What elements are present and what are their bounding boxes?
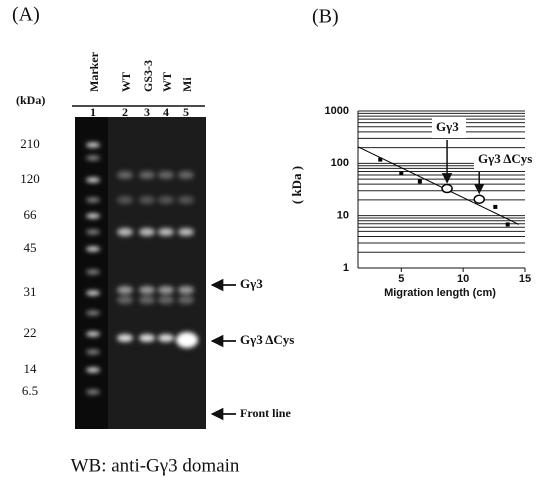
marker-band [86,213,100,219]
mw-label: 22 [24,325,37,340]
y-tick-label: 1 [343,262,349,274]
marker-band [86,310,100,316]
marker-band [86,367,100,373]
mw-label: 45 [24,240,37,255]
lane-header: Marker [87,51,101,92]
mw-label: 210 [20,136,40,151]
sample-band [139,334,155,342]
sample-band [117,296,133,304]
y-tick-label: 10 [337,210,349,222]
marker-band [86,290,100,296]
lane-number: 2 [122,105,128,119]
marker-band [86,142,100,148]
marker-band [86,177,100,183]
sample-band [117,228,133,236]
overload-band [176,332,198,348]
mw-label: 120 [20,171,40,186]
arrow-label: Gγ3 ΔCys [240,332,294,347]
lane-header: WT [119,72,133,92]
marker-band [86,269,100,275]
marker-band [86,331,100,337]
sample-band [158,334,174,342]
sample-band [178,296,194,304]
sample-band [158,286,174,294]
caption: WB: anti-Gγ3 domain [71,455,240,476]
x-tick-label: 15 [519,273,531,285]
sample-band [178,196,194,204]
lane-number: 1 [90,105,96,119]
marker-band [86,389,100,395]
marker-point [493,204,498,209]
marker-band [86,246,100,252]
sample-band [139,171,155,179]
lane-number: 4 [163,105,169,119]
mw-label: 14 [24,361,38,376]
marker-point [417,179,422,184]
protein-point [441,183,453,194]
sample-band [178,286,194,294]
y-tick-label: 100 [331,157,349,169]
sample-band [117,196,133,204]
sample-band [178,228,194,236]
sample-band [139,228,155,236]
lane-header: GS3-3 [141,60,155,92]
marker-point [505,222,510,227]
x-tick-label: 5 [398,273,404,285]
fit-line [357,146,520,225]
sample-band [158,228,174,236]
marker-band [86,349,100,355]
x-axis-label: Migration length (cm) [384,287,496,299]
lane-number: 5 [183,105,189,119]
protein-point [473,194,485,204]
sample-band [117,334,133,342]
unit-label: (kDa) [16,93,45,107]
marker-band [86,197,100,203]
sample-band [117,171,133,179]
annotation-bg [474,150,540,170]
sample-band [139,296,155,304]
mw-label: 66 [24,207,38,222]
panel-label: (B) [312,6,339,28]
arrow-label: Gγ3 [240,276,263,291]
lane-header: WT [160,72,174,92]
lane-number: 3 [144,105,150,119]
sample-band [158,196,174,204]
mw-label: 6.5 [22,383,38,398]
y-axis-label: ( kDa ) [289,166,304,204]
sample-band [139,196,155,204]
y-tick-label: 1000 [325,105,349,117]
gel-lanes [108,117,206,429]
plot: 1 10 100 1000 5 10 15 Gγ3 Gγ3 ΔCys [325,105,540,285]
arrow-label: Front line [240,406,291,420]
panel-label: (A) [12,4,40,26]
sample-band [139,286,155,294]
marker-point [399,171,404,176]
marker-point [378,157,383,162]
marker-band [86,155,100,161]
sample-band [117,286,133,294]
x-tick-label: 10 [457,273,469,285]
sample-band [178,171,194,179]
annotation-bg [432,118,466,138]
gel-bands [86,142,198,395]
annotation: Gγ3 ΔCys [478,151,532,166]
sample-band [158,296,174,304]
annotation: Gγ3 [436,119,459,134]
sample-band [158,171,174,179]
mw-label: 31 [24,284,37,299]
lane-header: Mi [180,77,194,92]
marker-band [86,229,100,235]
